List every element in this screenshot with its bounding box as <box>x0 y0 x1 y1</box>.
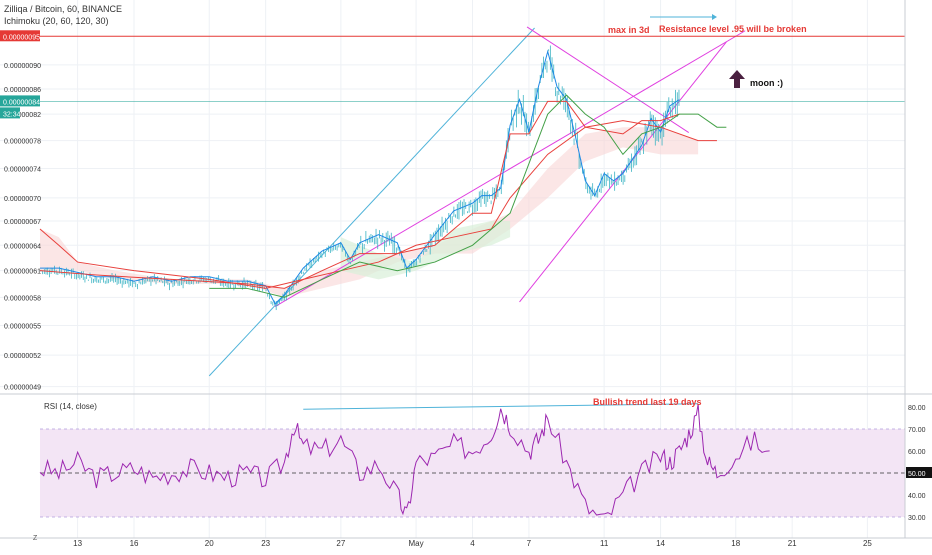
trend-lines <box>0 26 905 377</box>
y-tick-label: 0.00000082 <box>4 112 41 119</box>
y-tick-label: 0.00000064 <box>4 243 41 250</box>
rsi-tick-label: 70.00 <box>908 427 926 434</box>
annotations: max in 3d Resistance level .95 will be br… <box>593 14 807 407</box>
rsi-value-badge-bg <box>906 467 932 478</box>
x-tick-label: 21 <box>788 539 797 548</box>
symbol-title[interactable]: Zilliqa / Bitcoin, 60, BINANCE <box>4 4 123 14</box>
moon-label: moon :) <box>750 78 783 88</box>
resistance-badge: 0.00000095 <box>3 34 40 41</box>
x-tick-label: May <box>409 539 424 548</box>
indicator-title[interactable]: Ichimoku (20, 60, 120, 30) <box>4 16 109 26</box>
y-tick-label: 0.00000078 <box>4 139 41 146</box>
trendline-blue <box>208 27 535 377</box>
y-tick-label: 0.00000052 <box>4 353 41 360</box>
current-price-badge: 0.00000084 <box>3 99 40 106</box>
x-tick-label: 27 <box>336 539 345 548</box>
rsi-trend-label: Bullish trend last 19 days <box>593 397 702 407</box>
x-tick-label: 11 <box>600 539 609 548</box>
x-tick-label: 13 <box>73 539 82 548</box>
rsi-value-badge: 50.00 <box>908 471 926 478</box>
senkou-a-line <box>39 120 717 289</box>
resistance-badge-bg <box>0 30 40 42</box>
current-price-badge-bg <box>0 95 40 107</box>
x-tick-label: 14 <box>656 539 665 548</box>
rsi-trendline <box>303 403 699 410</box>
y-tick-label: 0.00000049 <box>4 385 41 392</box>
countdown-badge: 32:34 <box>3 111 21 118</box>
rsi-tick-label: 80.00 <box>908 405 926 412</box>
trendline-pink-down <box>526 26 690 133</box>
y-tick-label: 0.00000086 <box>4 87 41 94</box>
rsi-tick-label: 40.00 <box>908 493 926 500</box>
x-tick-label: 23 <box>261 539 270 548</box>
trendline-pink-support <box>274 30 746 307</box>
ichimoku-cloud <box>40 127 699 298</box>
x-tick-label: 16 <box>130 539 139 548</box>
rsi-tick-label: 30.00 <box>908 515 926 522</box>
x-tick-label: 7 <box>527 539 532 548</box>
up-arrow-icon <box>729 70 745 88</box>
max-label: max in 3d <box>608 25 650 35</box>
chikou-line <box>209 94 727 298</box>
y-tick-label: 0.00000074 <box>4 166 41 173</box>
cloud-fill-green <box>340 221 511 280</box>
y-tick-label: 0.00000070 <box>4 196 41 203</box>
y-tick-label: 0.00000061 <box>4 269 41 276</box>
y-tick-label: 0.00000090 <box>4 63 41 70</box>
countdown-badge-bg <box>0 107 20 119</box>
top-arrow-icon <box>712 14 717 20</box>
x-tick-label: 20 <box>205 539 214 548</box>
rsi-panel: RSI (14, close) <box>39 402 905 518</box>
x-tick-label: 18 <box>731 539 740 548</box>
rsi-line <box>39 403 770 516</box>
rsi-title: RSI (14, close) <box>44 402 97 411</box>
resistance-label: Resistance level .95 will be broken <box>659 24 807 34</box>
kijun-line <box>39 100 680 289</box>
y-tick-label: 0.00000055 <box>4 323 41 330</box>
x-tick-label: 25 <box>863 539 872 548</box>
y-tick-label: 0.00000058 <box>4 295 41 302</box>
x-tick-label: 4 <box>470 539 475 548</box>
grid-lines <box>0 0 905 538</box>
rsi-tick-label: 60.00 <box>908 449 926 456</box>
z-marker: Z <box>33 535 38 542</box>
ichimoku-lines <box>39 49 727 305</box>
y-tick-label: 0.00000067 <box>4 219 41 226</box>
